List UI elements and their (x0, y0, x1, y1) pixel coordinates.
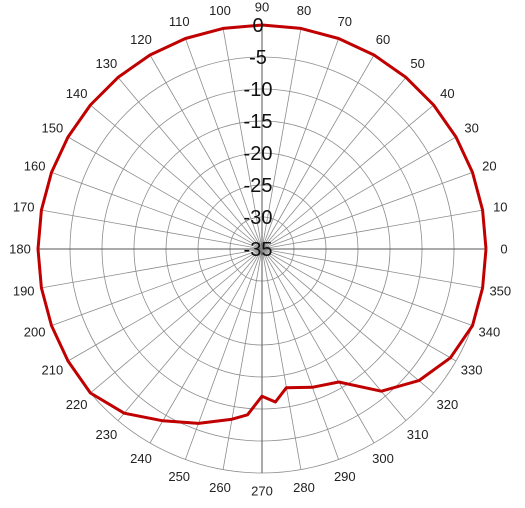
angle-tick-label: 140 (66, 86, 88, 101)
grid-spoke (261, 248, 434, 394)
grid-spoke (149, 248, 263, 444)
angle-tick-label: 120 (130, 32, 152, 47)
angle-tick-label: 220 (66, 397, 88, 412)
radial-tick-label: 0 (252, 15, 263, 37)
grid-spoke (261, 104, 434, 250)
angle-tick-label: 320 (437, 397, 459, 412)
grid-spoke (51, 172, 263, 250)
angle-tick-label: 310 (407, 427, 429, 442)
angle-tick-label: 340 (479, 324, 501, 339)
grid-spoke (261, 248, 407, 421)
grid-spoke (261, 209, 483, 250)
radial-tick-label: -10 (244, 79, 273, 101)
radial-tick-label: -25 (244, 175, 273, 197)
grid-spoke (222, 28, 263, 250)
angle-tick-label: 280 (293, 480, 315, 495)
grid-spoke (261, 248, 302, 470)
angle-tick-label: 0 (500, 242, 507, 257)
grid-spoke (185, 248, 263, 460)
angle-tick-label: 130 (96, 56, 118, 71)
radial-tick-labels: 0 -5 -10 -15 -20 -25 -30 -35 (244, 15, 273, 261)
angle-tick-label: 90 (255, 0, 269, 15)
radial-tick-label: -35 (244, 239, 273, 261)
angle-tick-label: 160 (24, 159, 46, 174)
series-line (36, 23, 488, 425)
angle-tick-label: 60 (376, 32, 390, 47)
grid-spoke (261, 136, 457, 250)
grid-spoke (90, 104, 263, 250)
angle-tick-label: 40 (440, 86, 454, 101)
angle-tick-label: 270 (251, 484, 273, 499)
grid-spoke (261, 248, 375, 444)
angle-tick-label: 190 (13, 284, 35, 299)
angle-tick-label: 230 (96, 427, 118, 442)
angle-tick-labels: 0 10 20 30 40 50 60 70 80 90 100 110 120 130 140 150 160… (9, 0, 511, 499)
grid-spoke (261, 38, 339, 250)
angle-tick-label: 180 (9, 242, 31, 257)
grid-spoke (261, 54, 375, 250)
angle-tick-label: 50 (410, 56, 424, 71)
angle-tick-label: 30 (464, 121, 478, 136)
angle-tick-label: 300 (372, 451, 394, 466)
grid-spoke (261, 28, 302, 250)
grid-spoke (117, 248, 263, 421)
angle-tick-label: 150 (42, 121, 64, 136)
angular-grid (38, 25, 486, 473)
grid-spoke (261, 172, 473, 250)
grid-spoke (67, 248, 263, 362)
grid-spoke (261, 248, 473, 326)
angle-tick-label: 170 (13, 200, 35, 215)
radial-tick-label: -5 (249, 47, 267, 69)
grid-spoke (117, 77, 263, 250)
radial-tick-label: -20 (244, 143, 273, 165)
grid-spoke (222, 248, 263, 470)
grid-spoke (51, 248, 263, 326)
angle-tick-label: 350 (489, 284, 511, 299)
grid-spoke (261, 248, 457, 362)
series-layer (36, 23, 488, 425)
angle-tick-label: 110 (169, 14, 190, 29)
angle-tick-label: 250 (168, 469, 190, 484)
grid-spoke (185, 38, 263, 250)
grid-spoke (41, 248, 263, 289)
angle-tick-label: 200 (24, 324, 46, 339)
angle-tick-label: 70 (338, 14, 352, 29)
grid-spoke (261, 248, 483, 289)
angle-tick-label: 240 (130, 451, 152, 466)
grid-spoke (41, 209, 263, 250)
angle-tick-label: 80 (297, 3, 311, 18)
angle-tick-label: 210 (42, 363, 64, 378)
angle-tick-label: 330 (461, 363, 483, 378)
radial-tick-label: -30 (244, 207, 273, 229)
grid-spoke (67, 136, 263, 250)
angle-tick-label: 290 (334, 469, 356, 484)
radial-tick-label: -15 (244, 111, 273, 133)
angle-tick-label: 260 (209, 480, 231, 495)
grid-spoke (90, 248, 263, 394)
grid-spoke (149, 54, 263, 250)
angle-tick-label: 10 (493, 200, 507, 215)
grid-spoke (261, 248, 339, 460)
angle-tick-label: 20 (482, 159, 496, 174)
angle-tick-label: 100 (209, 3, 231, 18)
grid-spoke (261, 77, 407, 250)
